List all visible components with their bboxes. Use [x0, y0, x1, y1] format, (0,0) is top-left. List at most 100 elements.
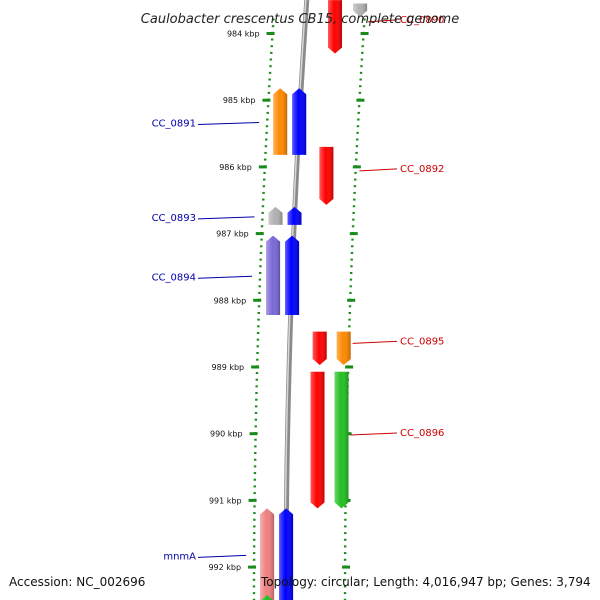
minor-tick [351, 225, 355, 228]
minor-tick [256, 345, 259, 348]
minor-tick [343, 585, 347, 588]
major-tick [360, 32, 369, 35]
minor-tick [344, 538, 347, 541]
minor-tick [268, 71, 272, 74]
minor-tick [352, 218, 355, 221]
minor-tick [351, 238, 354, 241]
minor-tick [262, 185, 266, 188]
minor-tick [261, 218, 264, 221]
gene-leader-line [352, 340, 398, 344]
minor-tick [268, 78, 271, 81]
minor-tick [254, 412, 258, 415]
minor-tick [343, 572, 347, 575]
major-tick [249, 432, 258, 436]
minor-tick [363, 18, 366, 21]
minor-tick [272, 18, 275, 21]
minor-tick [252, 572, 256, 575]
minor-tick [343, 578, 347, 581]
minor-tick [262, 198, 265, 201]
gene-label-cc0892[interactable]: CC_0892 [400, 164, 444, 175]
major-tick [262, 98, 271, 102]
minor-tick [257, 318, 260, 321]
minor-tick [258, 285, 261, 288]
gene-label-cc0894[interactable]: CC_0894 [152, 272, 196, 283]
minor-tick [252, 592, 256, 595]
major-tick [356, 98, 365, 102]
minor-tick [267, 91, 271, 94]
minor-tick [253, 505, 256, 508]
minor-tick [351, 245, 354, 248]
minor-tick [253, 458, 257, 461]
minor-tick [357, 118, 360, 121]
minor-tick [359, 71, 363, 74]
tick-label: 989 kbp [212, 363, 245, 372]
gene-label-cc0895[interactable]: CC_0895 [400, 336, 444, 347]
gene-label-cc0890[interactable]: CC_0890 [400, 15, 444, 26]
minor-tick [357, 105, 361, 108]
accession-text: Accession: NC_002696 [9, 575, 146, 589]
minor-tick [252, 558, 256, 561]
minor-tick [254, 418, 258, 421]
minor-tick [252, 578, 256, 581]
minor-tick [253, 512, 256, 515]
minor-tick [361, 45, 364, 48]
gene-arrow-shade [280, 595, 292, 600]
minor-tick [343, 552, 347, 555]
minor-tick [270, 51, 273, 54]
major-tick [251, 365, 260, 369]
minor-tick [261, 205, 265, 208]
minor-tick [355, 145, 359, 148]
minor-tick [258, 271, 262, 274]
minor-tick [258, 278, 262, 281]
minor-tick [350, 258, 353, 261]
gene-label-cc0893[interactable]: CC_0893 [152, 213, 196, 224]
minor-tick [255, 372, 259, 375]
tick-label: 986 kbp [219, 163, 252, 172]
minor-tick [350, 251, 354, 254]
minor-tick [344, 525, 347, 528]
minor-tick [256, 338, 260, 341]
minor-tick [265, 131, 268, 134]
major-tick [347, 298, 356, 302]
minor-tick [355, 151, 358, 154]
gene-label-cc0891[interactable]: CC_0891 [152, 119, 196, 130]
minor-tick [349, 285, 352, 288]
minor-tick [252, 552, 256, 555]
minor-tick [255, 392, 258, 395]
minor-tick [254, 438, 257, 441]
major-tick [352, 165, 361, 169]
minor-tick [343, 598, 347, 600]
major-tick [255, 232, 264, 236]
gene-label-mnmA[interactable]: mnmA [163, 551, 196, 562]
minor-tick [269, 65, 272, 68]
minor-tick [269, 58, 273, 61]
minor-tick [256, 352, 259, 354]
major-tick [258, 165, 267, 169]
minor-tick [254, 445, 257, 448]
gene-arrow-shade [266, 235, 281, 315]
minor-tick [253, 518, 256, 521]
minor-tick [355, 158, 358, 161]
gene-label-cc0896[interactable]: CC_0896 [400, 428, 444, 439]
gene-leader-line [197, 275, 253, 279]
minor-tick [356, 138, 359, 141]
minor-tick [253, 465, 257, 468]
gene-labels: CC_0890 CC_0891 CC_0892 CC_0893 CC_0894 CC_08… [152, 15, 445, 563]
minor-tick [348, 325, 351, 328]
major-tick [342, 565, 351, 569]
major-tick [253, 298, 262, 302]
tick-label: 985 kbp [223, 96, 256, 105]
minor-tick [257, 311, 260, 314]
minor-tick [354, 178, 357, 181]
gene-arrow-shade [273, 88, 288, 155]
minor-tick [253, 472, 257, 475]
minor-tick [258, 291, 261, 294]
minor-tick [264, 145, 268, 148]
minor-tick [349, 271, 353, 274]
gene-arrow-shade [287, 206, 302, 225]
gene-arrow-shade [279, 508, 294, 600]
gene-arrow-shade [261, 595, 273, 600]
minor-tick [257, 305, 261, 308]
minor-tick [259, 251, 263, 254]
